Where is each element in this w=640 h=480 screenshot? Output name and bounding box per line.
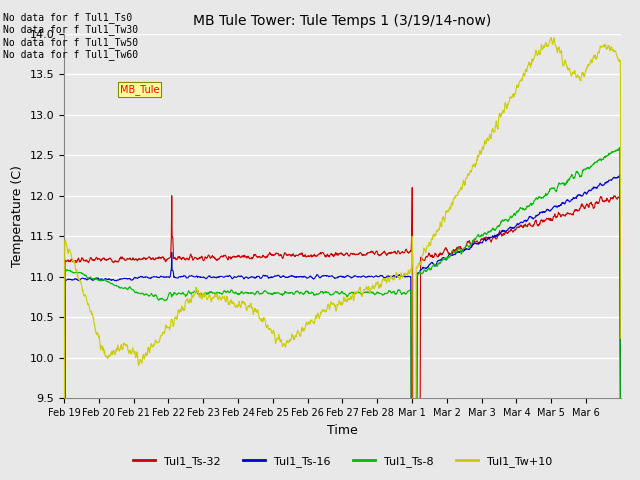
Text: No data for f Tul1_Ts0
No data for f Tul1_Tw30
No data for f Tul1_Tw50
No data f: No data for f Tul1_Ts0 No data for f Tul… bbox=[3, 12, 138, 60]
Text: MB_Tule: MB_Tule bbox=[120, 84, 159, 95]
X-axis label: Time: Time bbox=[327, 424, 358, 437]
Legend: Tul1_Ts-32, Tul1_Ts-16, Tul1_Ts-8, Tul1_Tw+10: Tul1_Ts-32, Tul1_Ts-16, Tul1_Ts-8, Tul1_… bbox=[129, 451, 556, 471]
Title: MB Tule Tower: Tule Temps 1 (3/19/14-now): MB Tule Tower: Tule Temps 1 (3/19/14-now… bbox=[193, 14, 492, 28]
Y-axis label: Temperature (C): Temperature (C) bbox=[11, 165, 24, 267]
